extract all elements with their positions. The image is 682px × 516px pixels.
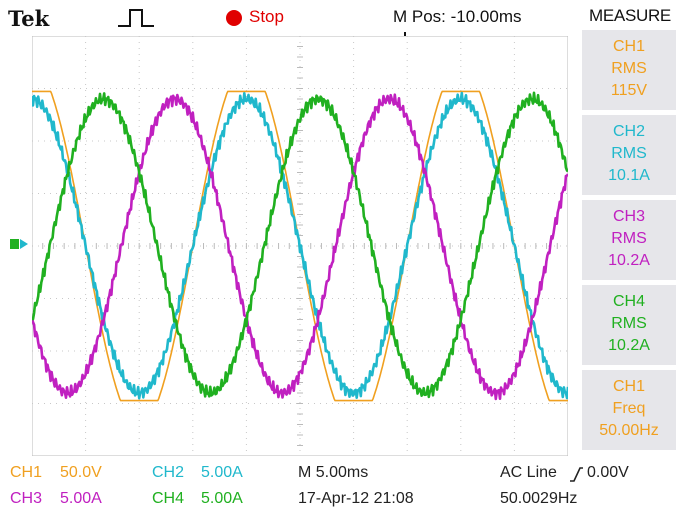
measure-channel: CH2 — [612, 123, 645, 140]
measure-value: 115V — [610, 82, 648, 99]
measure-type: RMS — [611, 60, 647, 77]
ch1-scale: 50.0V — [60, 464, 102, 481]
measure-channel: CH1 — [612, 38, 645, 55]
measure-type: RMS — [611, 230, 647, 247]
ch2-scale: 5.00A — [201, 464, 243, 481]
waveform-ch4 — [32, 91, 568, 399]
trigger-level: 0.00V — [587, 464, 629, 481]
timebase-readout: M 5.00ms — [298, 464, 369, 481]
measure-value: 10.1A — [608, 167, 650, 184]
measure-title: MEASURE — [589, 6, 671, 25]
trigger-source: AC Line — [500, 464, 557, 481]
measure-value: 10.2A — [608, 252, 650, 269]
stop-indicator-icon — [226, 10, 242, 26]
measure-channel: CH3 — [612, 208, 645, 225]
measure-item-ch1-freq[interactable]: CH1 Freq 50.00Hz — [582, 370, 676, 450]
measure-type: RMS — [611, 145, 647, 162]
top-status-bar: Tek Stop M Pos: -10.00ms — [0, 0, 682, 47]
measure-item-ch1-rms[interactable]: CH1 RMS 115V — [582, 30, 676, 110]
waveform-ch2 — [32, 91, 568, 400]
measure-type: Freq — [612, 400, 646, 417]
trigger-frequency: 50.0029Hz — [500, 490, 578, 507]
date-time-readout: 17-Apr-12 21:08 — [298, 490, 414, 507]
measure-value: 50.00Hz — [599, 422, 659, 439]
ch1-label: CH1 — [10, 464, 43, 481]
ch3-label: CH3 — [10, 490, 43, 507]
brand-logo: Tek — [8, 6, 50, 31]
measure-channel: CH4 — [612, 293, 645, 310]
waveform-ch3 — [32, 93, 568, 401]
horizontal-position-readout: M Pos: -10.00ms — [393, 7, 522, 26]
acquisition-status: Stop — [249, 7, 284, 26]
measure-item-ch2-rms[interactable]: CH2 RMS 10.1A — [582, 115, 676, 195]
bottom-status-bar: CH1 50.0V CH2 5.00A CH3 5.00A CH4 5.00A … — [0, 460, 682, 516]
rising-edge-icon — [570, 467, 583, 482]
channel-ground-marker-icon — [10, 239, 28, 249]
measure-value: 10.2A — [608, 337, 650, 354]
measure-type: RMS — [611, 315, 647, 332]
trigger-pulse-icon — [118, 9, 154, 27]
ch3-scale: 5.00A — [60, 490, 102, 507]
measure-channel: CH1 — [612, 378, 645, 395]
ch4-label: CH4 — [152, 490, 185, 507]
ch2-label: CH2 — [152, 464, 185, 481]
waveform-graticule — [32, 36, 568, 456]
measure-item-ch4-rms[interactable]: CH4 RMS 10.2A — [582, 285, 676, 365]
ch4-scale: 5.00A — [201, 490, 243, 507]
measure-panel: MEASURE CH1 RMS 115V CH2 RMS 10.1A CH3 R… — [578, 0, 682, 460]
measure-item-ch3-rms[interactable]: CH3 RMS 10.2A — [582, 200, 676, 280]
